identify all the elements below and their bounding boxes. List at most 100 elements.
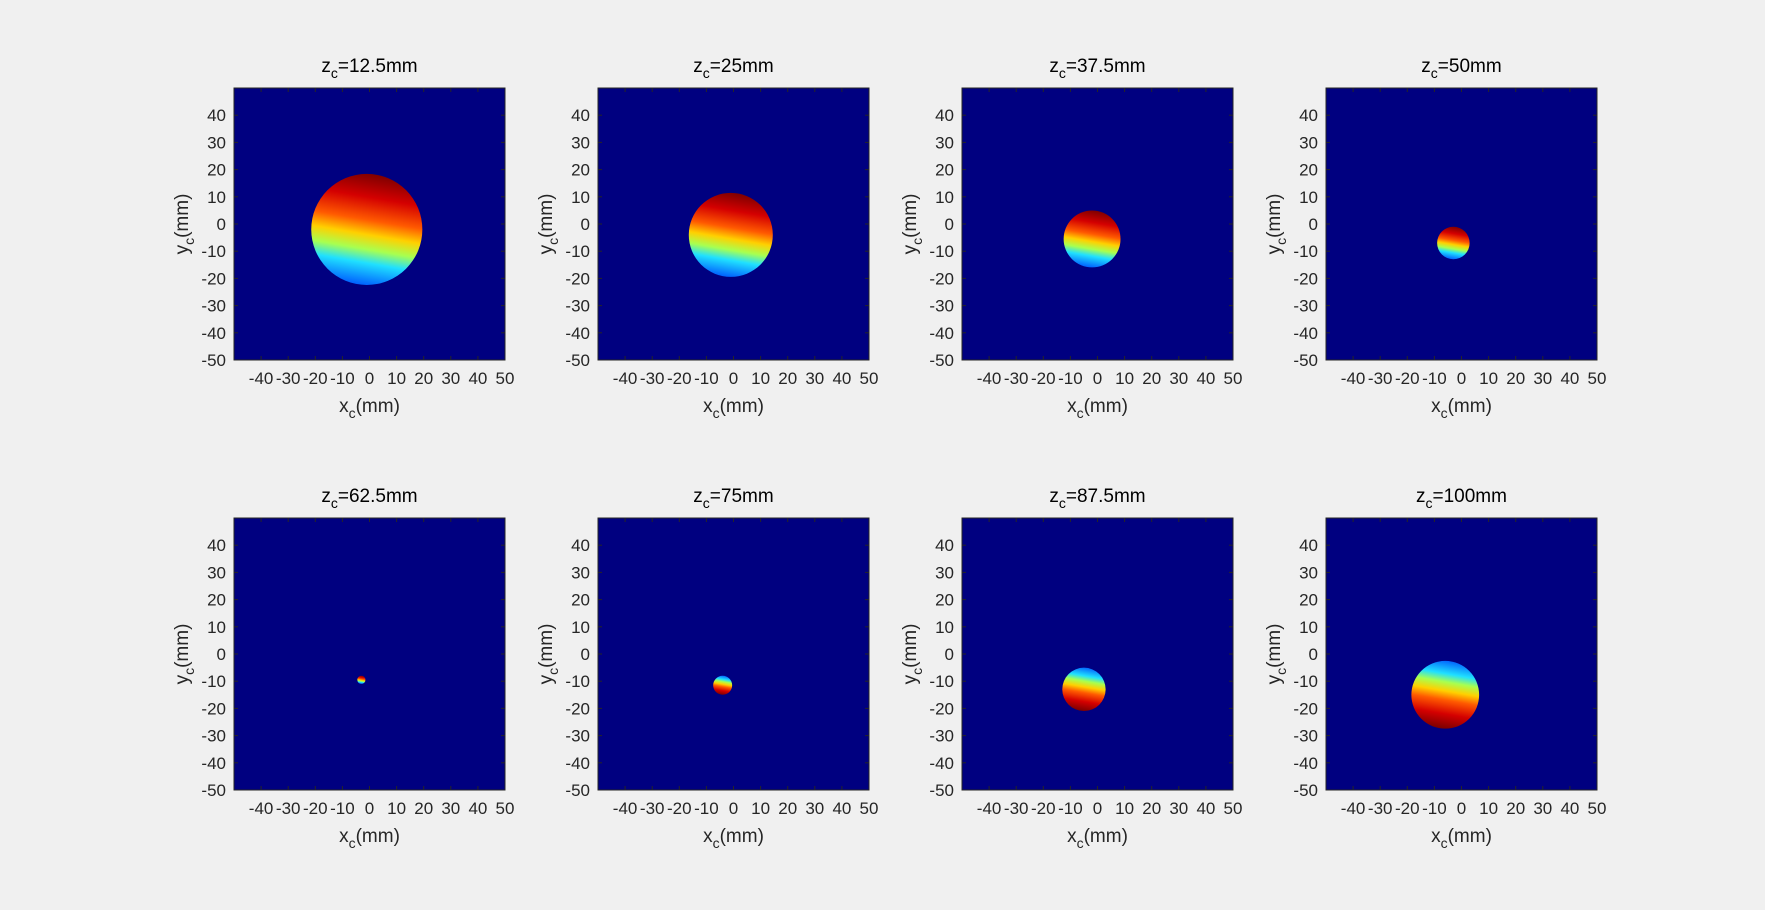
x-tick-label: 10 <box>387 369 406 388</box>
y-axis-label-subscript: c <box>545 238 561 245</box>
x-tick-label: 40 <box>1560 799 1579 818</box>
x-tick-label: 20 <box>778 799 797 818</box>
x-tick-label: 30 <box>1533 369 1552 388</box>
y-tick-label: 10 <box>571 188 590 207</box>
subplot-title-main: z <box>321 56 331 77</box>
x-tick-label: -10 <box>1058 369 1083 388</box>
x-axis-label-main: x <box>703 396 713 417</box>
y-tick-label: -50 <box>1293 781 1318 800</box>
x-tick-label: 50 <box>1588 369 1607 388</box>
x-tick-label: 20 <box>1142 369 1161 388</box>
x-tick-label: -30 <box>1004 369 1029 388</box>
subplot-title-subscript: c <box>1426 495 1433 511</box>
y-tick-label: 20 <box>935 591 954 610</box>
y-tick-label: 40 <box>1299 536 1318 555</box>
y-tick-label: -50 <box>1293 351 1318 370</box>
y-tick-label: -20 <box>201 699 226 718</box>
y-axis-label-subscript: c <box>181 668 197 675</box>
subplot-title-main: z <box>693 56 703 77</box>
intensity-spot <box>688 192 773 277</box>
x-axis-label-suffix: (mm) <box>1084 826 1128 847</box>
subplot-title-suffix: =37.5mm <box>1066 56 1146 77</box>
intensity-spot <box>311 173 423 285</box>
y-tick-label: 20 <box>207 591 226 610</box>
y-tick-label: 10 <box>1299 188 1318 207</box>
y-tick-label: -30 <box>565 727 590 746</box>
y-tick-label: 10 <box>935 618 954 637</box>
x-tick-label: -30 <box>640 799 665 818</box>
y-tick-label: 20 <box>571 591 590 610</box>
x-axis-label-main: x <box>1431 826 1441 847</box>
x-tick-label: 0 <box>729 799 738 818</box>
x-tick-label: -40 <box>613 369 638 388</box>
x-tick-label: -20 <box>303 369 328 388</box>
x-tick-label: -10 <box>694 799 719 818</box>
subplot-5: -40 -30 -20 -10 0 10 20 30 40 50403020100-10-20-3… <box>172 486 514 851</box>
x-tick-label: 50 <box>860 369 879 388</box>
y-axis-label-subscript: c <box>1273 668 1289 675</box>
y-tick-label: -40 <box>1293 324 1318 343</box>
x-tick-label: 0 <box>365 799 374 818</box>
y-tick-label: 0 <box>217 215 226 234</box>
x-tick-label: 10 <box>1479 369 1498 388</box>
y-tick-label: -40 <box>201 324 226 343</box>
x-axis-label-main: x <box>339 396 349 417</box>
subplot-title: zc=37.5mm <box>1049 56 1145 81</box>
x-tick-label: 30 <box>1533 799 1552 818</box>
y-tick-label: -30 <box>565 297 590 316</box>
subplot-6: -40 -30 -20 -10 0 10 20 30 40 50403020100-10-20-3… <box>536 486 878 851</box>
y-tick-label: 0 <box>945 215 954 234</box>
subplot-2: -40 -30 -20 -10 0 10 20 30 40 50403020100-10-20-3… <box>536 56 878 421</box>
y-tick-label: 20 <box>1299 591 1318 610</box>
y-axis-label-suffix: (mm) <box>1264 624 1285 668</box>
y-tick-label: 10 <box>207 188 226 207</box>
subplot-title-main: z <box>1049 56 1059 77</box>
intensity-spot <box>357 675 366 684</box>
y-tick-label: 40 <box>1299 106 1318 125</box>
y-axis-label-suffix: (mm) <box>172 624 193 668</box>
x-axis-label-suffix: (mm) <box>356 396 400 417</box>
x-axis-label-suffix: (mm) <box>1448 826 1492 847</box>
x-axis-label-main: x <box>1067 396 1077 417</box>
x-tick-label: -10 <box>330 369 355 388</box>
y-axis-label-suffix: (mm) <box>1264 194 1285 238</box>
x-axis-label-suffix: (mm) <box>720 826 764 847</box>
y-tick-label: -30 <box>1293 297 1318 316</box>
y-axis-label-main: y <box>1264 674 1285 684</box>
x-tick-label: -30 <box>1004 799 1029 818</box>
subplot-title-main: z <box>321 486 331 507</box>
y-axis-label-main: y <box>900 244 921 254</box>
y-tick-label: -40 <box>929 754 954 773</box>
heatmap-background <box>234 518 505 790</box>
intensity-spot <box>1411 660 1480 729</box>
y-tick-label: 30 <box>935 563 954 582</box>
y-tick-label: -40 <box>565 324 590 343</box>
y-tick-label: 30 <box>1299 563 1318 582</box>
y-tick-label: -10 <box>1293 242 1318 261</box>
subplot-title-suffix: =87.5mm <box>1066 486 1146 507</box>
heatmap-background <box>1326 88 1597 360</box>
y-tick-label: 0 <box>217 645 226 664</box>
y-tick-label: -10 <box>1293 672 1318 691</box>
y-tick-label: -30 <box>929 297 954 316</box>
y-tick-label: 10 <box>207 618 226 637</box>
x-axis-label-subscript: c <box>1077 405 1084 421</box>
y-tick-label: -20 <box>929 269 954 288</box>
y-tick-label: -10 <box>929 242 954 261</box>
x-axis-label: xc(mm) <box>703 826 764 851</box>
y-tick-label: -10 <box>929 672 954 691</box>
y-tick-label: -10 <box>565 242 590 261</box>
y-axis-label-suffix: (mm) <box>536 194 557 238</box>
x-axis-label-main: x <box>339 826 349 847</box>
subplot-grid: -40 -30 -20 -10 0 10 20 30 40 50403020100-10-20-3… <box>172 56 1606 851</box>
x-axis-label: xc(mm) <box>339 396 400 421</box>
y-tick-label: -10 <box>201 242 226 261</box>
y-axis-label-subscript: c <box>909 238 925 245</box>
x-tick-label: 10 <box>387 799 406 818</box>
x-tick-label: 30 <box>441 799 460 818</box>
y-tick-label: 20 <box>1299 161 1318 180</box>
x-tick-label: 10 <box>751 369 770 388</box>
intensity-spot <box>1062 667 1106 712</box>
y-axis-label-suffix: (mm) <box>536 624 557 668</box>
